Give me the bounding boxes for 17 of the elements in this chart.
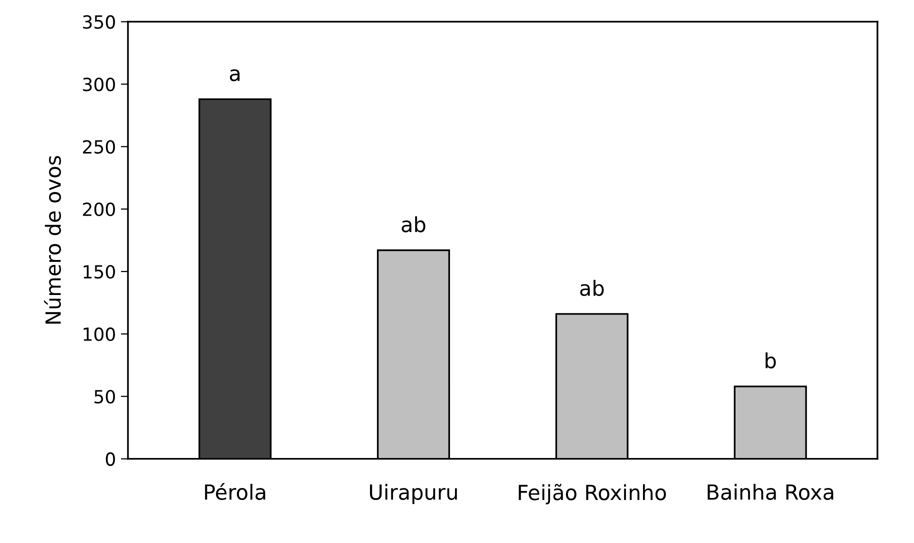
y-tick-label: 0	[106, 452, 115, 466]
annotation: ab	[580, 280, 604, 296]
x-tick-label: Uirapuru	[370, 484, 457, 504]
x-tick-label: Feijão Roxinho	[518, 484, 666, 504]
y-tick-label: 50	[94, 390, 115, 404]
annotation: a	[230, 69, 240, 82]
y-tick-label: 350	[83, 15, 115, 29]
y-tick-label: 200	[83, 202, 115, 216]
y-tick-label: 100	[84, 327, 115, 342]
x-tick-label: Bainha Roxa	[708, 484, 834, 500]
y-tick-label: 250	[83, 140, 115, 154]
y-tick-label: 150	[84, 264, 115, 279]
annotation: ab	[402, 216, 426, 232]
y-axis-title: Número de ovos	[44, 156, 61, 324]
x-tick-label: Pérola	[205, 483, 266, 500]
y-tick-label: 300	[83, 78, 115, 92]
annotation: b	[766, 352, 776, 368]
